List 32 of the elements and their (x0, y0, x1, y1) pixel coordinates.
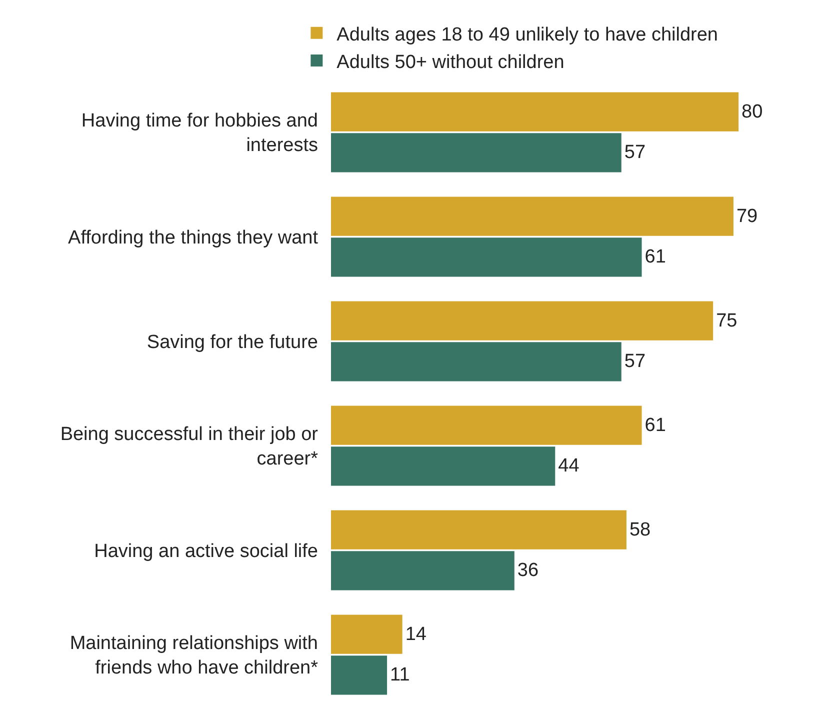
y-tick-label: Affording the things they want (68, 227, 319, 248)
bar (331, 238, 642, 277)
bar (331, 92, 739, 132)
bar (331, 342, 622, 382)
data-label: 75 (716, 310, 738, 332)
bar (331, 406, 642, 445)
y-tick-label: Having an active social life (94, 540, 318, 562)
data-label: 80 (742, 101, 763, 122)
bar (331, 551, 514, 590)
legend-label: Adults 50+ without children (336, 52, 564, 73)
bar (331, 196, 734, 236)
data-label: 57 (624, 142, 646, 164)
data-label: 57 (624, 351, 646, 372)
data-label: 11 (390, 664, 410, 686)
data-label: 44 (558, 456, 580, 477)
data-label: 61 (644, 414, 666, 436)
y-tick-label: Being successful in their job or career* (60, 424, 319, 470)
bar (331, 510, 626, 550)
data-label: 58 (629, 519, 651, 540)
data-label: 79 (736, 206, 758, 227)
data-label: 36 (517, 560, 539, 582)
y-tick-label: Having time for hobbies and interests (81, 110, 318, 156)
y-tick-label: Saving for the future (146, 332, 318, 353)
data-label: 14 (405, 624, 427, 645)
bar (331, 656, 388, 695)
legend-label: Adults ages 18 to 49 unlikely to have children (336, 24, 718, 46)
data-label: 61 (644, 246, 666, 268)
bar (331, 133, 622, 172)
bar (331, 614, 402, 654)
bar (331, 301, 714, 340)
bar (331, 446, 556, 486)
y-tick-label: Maintaining relationships with friends who have children* (70, 633, 319, 679)
